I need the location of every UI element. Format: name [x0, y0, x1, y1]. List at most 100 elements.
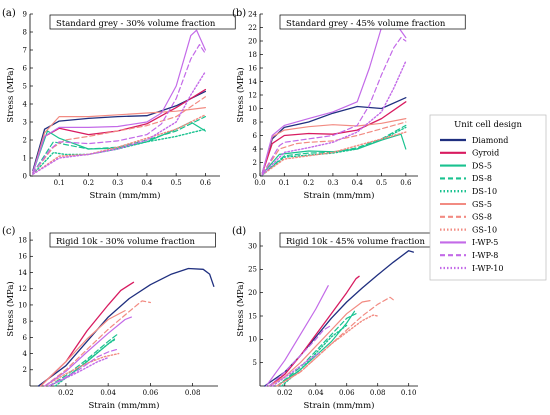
- x-tick-label: 0.08: [185, 389, 201, 397]
- y-tick-label: 6: [253, 132, 258, 140]
- y-axis-label: Stress (MPa): [5, 67, 16, 123]
- y-tick-label: 2: [23, 136, 27, 144]
- panel-label: (d): [232, 226, 246, 237]
- y-tick-label: 0: [253, 172, 257, 180]
- x-tick-label: 0.5: [171, 179, 182, 187]
- series-line-ds-8: [32, 116, 206, 174]
- series-line-ds-10: [54, 339, 116, 387]
- y-tick-label: 6: [23, 334, 28, 342]
- series-line-gs-10: [44, 352, 120, 387]
- series-line-gs-8: [44, 300, 151, 387]
- series-line-i-wp-10: [48, 356, 109, 387]
- legend-item-label: Diamond: [472, 136, 508, 145]
- x-tick-label: 0.08: [370, 389, 386, 397]
- series-line-i-wp-8: [48, 348, 118, 387]
- legend: Unit cell design Diamond Gyroid DS-5 DS-8 DS-…: [429, 114, 547, 281]
- legend-item-label: I-WP-5: [472, 238, 498, 247]
- y-tick-label: 5: [23, 82, 27, 90]
- y-tick-label: 15: [248, 312, 257, 320]
- series-line-gs-5: [261, 118, 407, 174]
- series-line-i-wp-10: [32, 70, 207, 175]
- x-tick-label: 0.4: [141, 179, 153, 187]
- series-line-gs-10: [261, 131, 407, 176]
- y-tick-label: 2: [253, 159, 257, 167]
- series-line-i-wp-5: [44, 316, 132, 387]
- panel-label: (a): [2, 8, 16, 19]
- series-line-gs-10: [276, 314, 379, 387]
- series-line-i-wp-5: [32, 29, 206, 173]
- x-tick-label: 0.06: [143, 389, 159, 397]
- x-tick-label: 0.6: [400, 179, 412, 187]
- x-tick-label: 0.6: [200, 179, 212, 187]
- legend-item-label: GS-10: [472, 225, 497, 234]
- panel-title: Standard grey - 30% volume fraction: [56, 19, 216, 29]
- x-tick-label: 0.06: [339, 389, 355, 397]
- y-tick-label: 14: [248, 78, 257, 86]
- x-tick-label: 0.1: [54, 179, 65, 187]
- series-line-diamond: [37, 267, 215, 387]
- y-tick-label: 14: [18, 269, 27, 277]
- y-tick-label: 5: [253, 359, 257, 367]
- x-axis-label: Strain (mm/mm): [89, 190, 160, 201]
- series-line-i-wp-8: [261, 37, 407, 175]
- x-tick-label: 0.02: [277, 389, 293, 397]
- y-axis-label: Stress (MPa): [235, 67, 246, 123]
- y-tick-label: 10: [248, 105, 257, 113]
- y-tick-label: 8: [23, 28, 27, 36]
- series-line-i-wp-10: [261, 60, 407, 176]
- series-line-i-wp-5: [265, 285, 329, 387]
- chart-panel-1: 0 1 2 3 4 5 6 7 8 9 0.1 0.2 0.3 0.4 0.5 0.6 Strain (mm/m…: [2, 8, 236, 201]
- series-line-ds-5: [261, 133, 407, 175]
- series-line-i-wp-8: [32, 44, 206, 174]
- series-line-ds-10: [32, 128, 207, 175]
- series-line-gyroid: [261, 101, 407, 174]
- panel-title: Rigid 10k - 30% volume fraction: [56, 237, 195, 247]
- x-tick-label: 0.5: [376, 179, 387, 187]
- series-line-i-wp-5: [261, 21, 407, 174]
- x-tick-label: 0.3: [327, 179, 338, 187]
- panel-title: Standard grey - 45% volume fraction: [286, 19, 446, 29]
- chart-panel-4: 5 10 15 20 25 30 0.02 0.04 0.06 0.08 0.10 Strain (m…: [232, 226, 446, 411]
- y-tick-label: 18: [248, 51, 257, 59]
- y-tick-label: 2: [23, 366, 27, 374]
- series-line-gs-8: [261, 121, 407, 175]
- y-tick-label: 12: [248, 91, 257, 99]
- series-line-ds-8: [48, 332, 120, 387]
- y-tick-label: 30: [248, 242, 257, 250]
- x-axis-label: Strain (mm/mm): [303, 400, 374, 411]
- series-line-gs-8: [32, 96, 206, 174]
- y-tick-label: 10: [18, 301, 27, 309]
- panel-title-box: [49, 14, 236, 30]
- y-tick-label: 12: [18, 285, 27, 293]
- panel-label: (b): [232, 8, 246, 19]
- x-tick-label: 0.0: [254, 179, 265, 187]
- y-tick-label: 7: [23, 46, 27, 54]
- y-tick-label: 4: [23, 100, 28, 108]
- series-line-ds-5: [32, 121, 206, 173]
- panel-title: Rigid 10k - 45% volume fraction: [286, 237, 425, 247]
- y-tick-label: 8: [253, 118, 257, 126]
- x-tick-label: 0.2: [83, 179, 94, 187]
- x-tick-label: 0.04: [308, 389, 324, 397]
- series-line-gs-5: [268, 300, 371, 387]
- y-tick-label: 0: [23, 172, 27, 180]
- y-tick-label: 20: [248, 37, 257, 45]
- x-tick-label: 0.02: [58, 389, 74, 397]
- y-tick-label: 18: [18, 237, 27, 245]
- legend-item-label: GS-8: [472, 213, 492, 222]
- y-tick-label: 1: [23, 154, 27, 162]
- series-line-i-wp-10: [271, 352, 320, 387]
- legend-title: Unit cell design: [454, 120, 522, 130]
- series-line-gs-5: [32, 107, 206, 173]
- y-tick-label: 10: [248, 336, 257, 344]
- series-line-diamond: [32, 90, 207, 172]
- y-tick-label: 3: [23, 118, 27, 126]
- y-tick-label: 4: [253, 145, 258, 153]
- x-tick-label: 0.4: [352, 179, 364, 187]
- x-tick-label: 0.10: [401, 389, 417, 397]
- series-line-gyroid: [39, 281, 135, 387]
- y-axis-label: Stress (MPa): [5, 281, 16, 337]
- legend-item-label: Gyroid: [472, 149, 499, 158]
